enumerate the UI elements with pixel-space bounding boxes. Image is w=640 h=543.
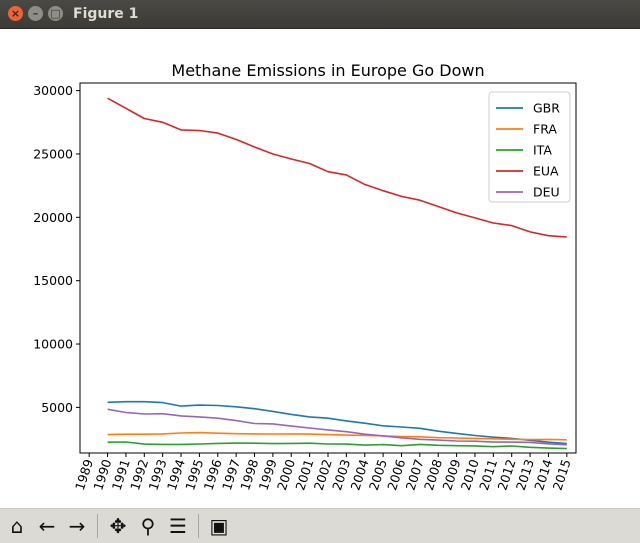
zoom-icon[interactable]: ⚲ [140,514,156,538]
series-line-gbr [107,400,567,445]
forward-arrow-icon[interactable]: → [68,514,86,538]
series-line-fra [107,431,567,441]
y-tick-label: 30000 [33,83,73,98]
maximize-window-button[interactable]: □ [48,6,63,21]
chart-legend: GBR FRA ITA EUA DEU [488,91,571,203]
y-tick-label: 20000 [33,210,73,225]
configure-subplots-icon[interactable]: ☰ [169,514,187,538]
series-line-deu [107,408,567,446]
y-tick-label: 15000 [33,273,73,288]
close-window-button[interactable]: × [8,6,23,21]
legend-label: FRA [533,122,557,137]
pan-icon[interactable]: ✥ [109,514,127,538]
chart-area: 5000 10000 15000 20000 25000 30000 1989 1990 19… [0,28,640,508]
series-line-ita [107,441,567,450]
chart-title: Methane Emissions in Europe Go Down [171,61,484,80]
legend-label: DEU [533,185,560,200]
line-chart: 5000 10000 15000 20000 25000 30000 1989199019… [33,61,577,492]
y-tick-label: 25000 [33,146,73,161]
x-axis: 1989199019911992199319941995199619971998… [72,453,574,492]
series-line-eua [107,97,567,238]
y-tick-label: 10000 [33,337,73,352]
legend-label: ITA [533,143,552,158]
legend-label: GBR [533,101,560,116]
toolbar-separator [97,514,98,538]
window-title: Figure 1 [73,6,139,22]
navigation-toolbar: ⌂ ← → ✥ ⚲ ☰ ▣ [0,508,640,543]
legend-label: EUA [533,164,559,179]
toolbar-separator [198,514,199,538]
minimize-window-button[interactable]: – [28,6,43,21]
save-icon[interactable]: ▣ [209,514,229,538]
window-titlebar: × – □ Figure 1 [0,0,640,29]
series-layer [107,97,567,450]
y-tick-label: 5000 [41,400,73,415]
y-axis: 5000 10000 15000 20000 25000 30000 [33,83,80,415]
legend-box [488,91,571,203]
home-icon[interactable]: ⌂ [10,514,24,538]
back-arrow-icon[interactable]: ← [38,514,56,538]
